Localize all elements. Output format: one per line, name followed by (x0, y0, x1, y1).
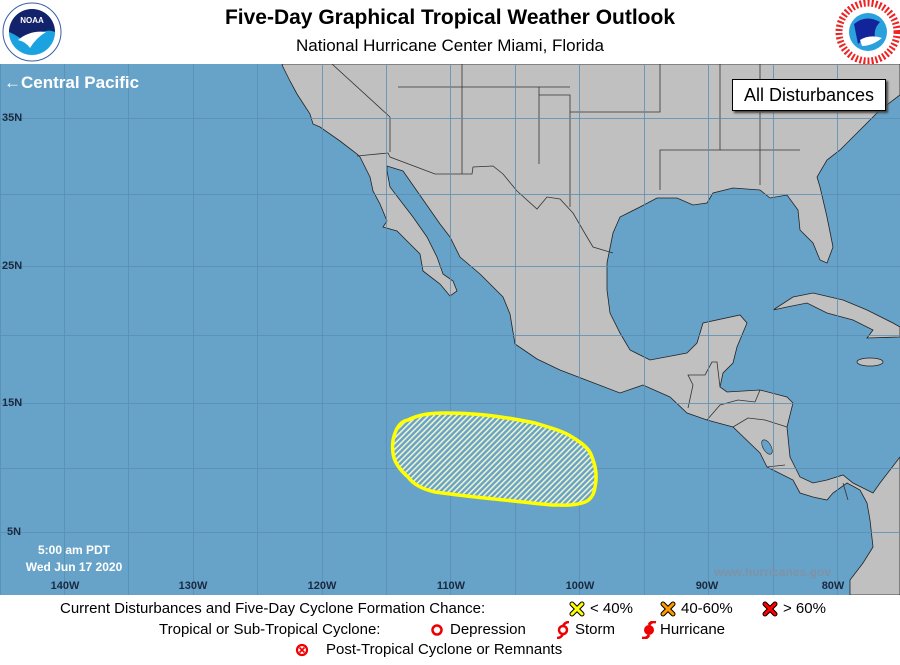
lon-label-110w: 110W (436, 580, 466, 592)
legend-medium-chance: 40-60% (681, 600, 733, 617)
lat-label-25n: 25N (2, 260, 23, 272)
legend-post-tropical: Post-Tropical Cyclone or Remnants (326, 641, 563, 658)
disturbance-area-low-chance[interactable] (390, 411, 598, 507)
x-orange-icon (660, 601, 676, 617)
page-subtitle: National Hurricane Center Miami, Florida (295, 36, 604, 55)
issue-date: Wed Jun 17 2020 (25, 560, 123, 574)
post-tropical-icon (295, 643, 309, 657)
lon-label-120w: 120W (307, 580, 337, 592)
lat-label-5n: 5N (7, 526, 22, 538)
lon-label-130w: 130W (178, 580, 208, 592)
arrow-left-icon: ← (4, 73, 21, 92)
lon-label-140w: 140W (50, 580, 80, 592)
legend-depression: Depression (450, 621, 526, 638)
storm-icon (556, 621, 570, 639)
legend-storm: Storm (575, 621, 616, 638)
noaa-logo: NOAA (2, 2, 62, 62)
legend-formation-label: Current Disturbances and Five-Day Cyclon… (60, 600, 486, 617)
watermark: www.hurricanes.gov (714, 565, 831, 579)
x-yellow-icon (569, 601, 585, 617)
issue-time: 5:00 am PDT (37, 543, 111, 557)
depression-icon (431, 624, 443, 636)
central-pacific-link[interactable]: ←Central Pacific (4, 73, 139, 93)
svg-text:NOAA: NOAA (20, 16, 44, 25)
legend-cyclone-label: Tropical or Sub-Tropical Cyclone: (159, 621, 381, 638)
nws-logo (835, 0, 900, 65)
lon-label-80w: 80W (821, 580, 845, 592)
lake-nicaragua (761, 439, 773, 455)
lon-label-100w: 100W (565, 580, 595, 592)
jamaica (856, 357, 884, 367)
lat-label-35n: 35N (2, 112, 23, 124)
hurricane-icon (641, 621, 657, 639)
lon-label-90w: 90W (695, 580, 719, 592)
central-pacific-label: Central Pacific (21, 73, 140, 92)
legend-high-chance: > 60% (783, 600, 826, 617)
page-title: Five-Day Graphical Tropical Weather Outl… (224, 6, 676, 29)
cuba (772, 292, 900, 339)
all-disturbances-button[interactable]: All Disturbances (732, 79, 886, 111)
x-red-icon (762, 601, 778, 617)
legend-hurricane: Hurricane (660, 621, 726, 638)
legend-low-chance: < 40% (590, 600, 633, 617)
lat-label-15n: 15N (2, 397, 23, 409)
